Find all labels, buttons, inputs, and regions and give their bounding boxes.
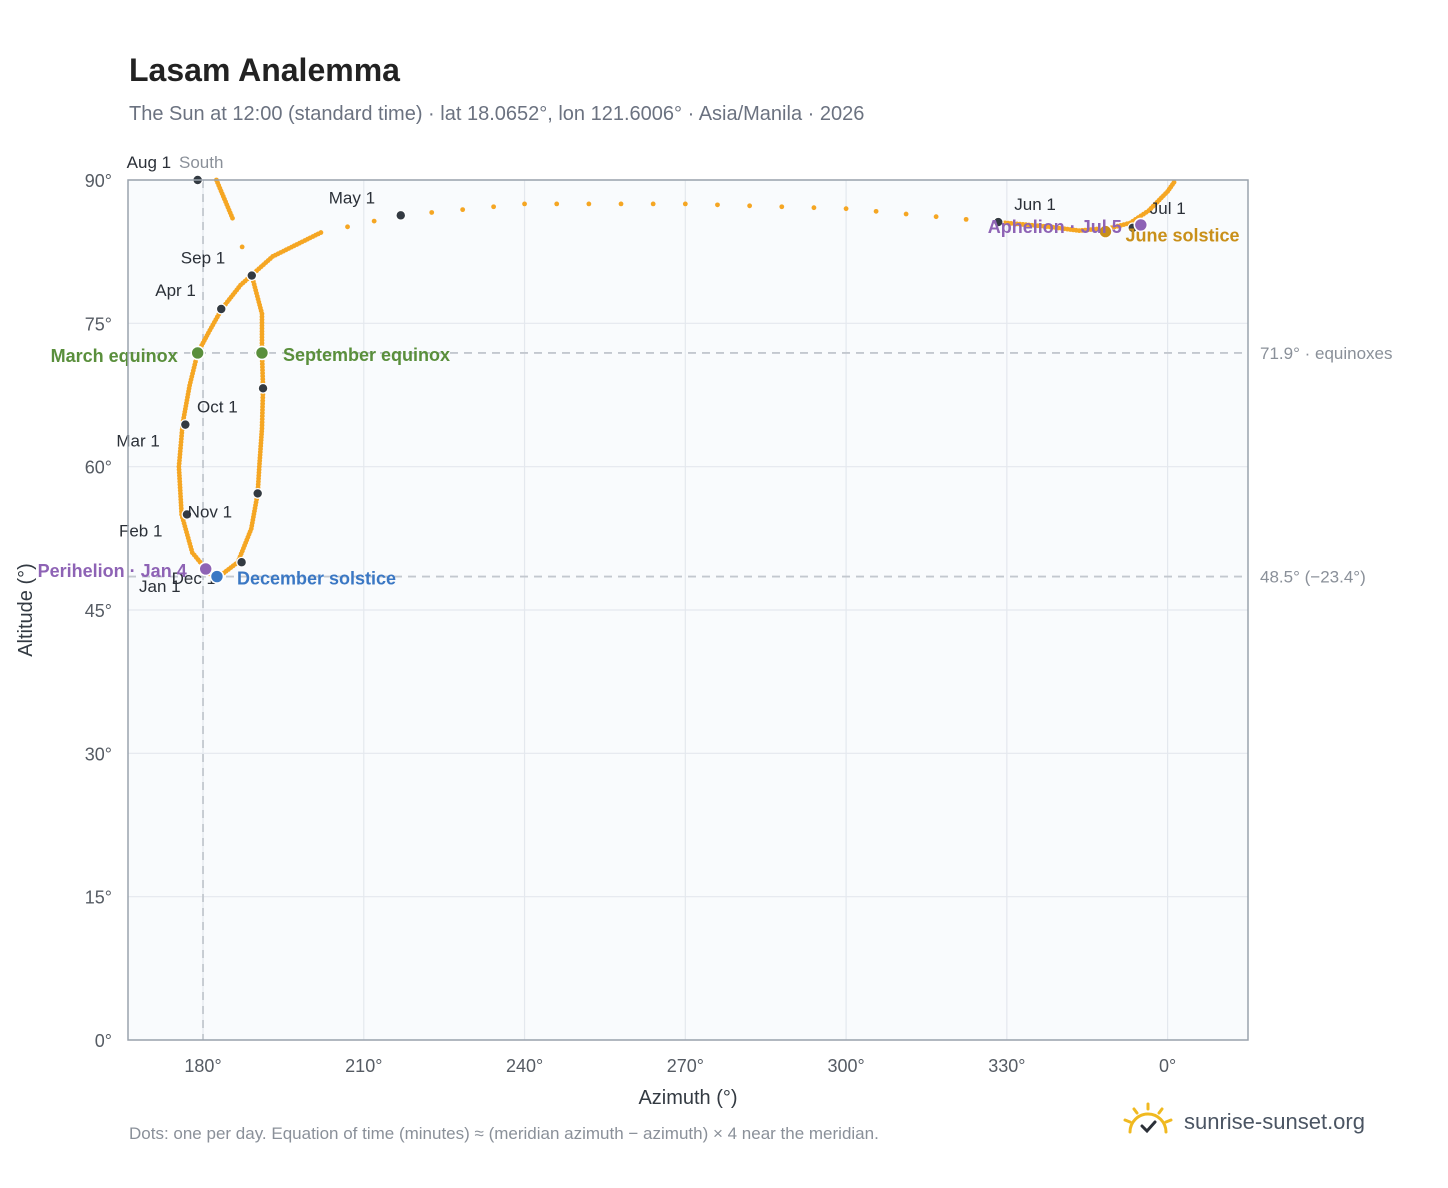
month-label: Apr 1 xyxy=(155,281,196,300)
month-marker xyxy=(246,270,258,281)
month-label: Jan 1 xyxy=(139,577,181,596)
day-dot xyxy=(618,201,624,207)
month-label: May 1 xyxy=(329,188,375,207)
x-tick-label: 180° xyxy=(184,1056,221,1076)
chart-footnote: Dots: one per day. Equation of time (min… xyxy=(129,1124,879,1143)
x-tick-label: 240° xyxy=(506,1056,543,1076)
x-tick-label: 330° xyxy=(988,1056,1025,1076)
chart-title: Lasam Analemma xyxy=(129,52,400,88)
month-marker xyxy=(252,488,264,499)
month-marker xyxy=(395,209,407,221)
plot-frame xyxy=(127,179,1249,1041)
meridian-label: South xyxy=(179,153,223,172)
event-label: Perihelion · Jan 4 xyxy=(38,561,187,581)
month-markers: Jan 1 Feb 1 Mar 1 Apr 1 May 1 Jun 1 Jul 1 Aug 1… xyxy=(116,153,1185,596)
brand-name: sunrise-sunset.org xyxy=(1184,1108,1365,1134)
x-tick-label: 0° xyxy=(1159,1056,1176,1076)
month-label: Mar 1 xyxy=(116,432,159,451)
day-dot xyxy=(650,201,656,207)
y-tick-label: 75° xyxy=(85,314,112,334)
month-marker xyxy=(181,509,193,520)
day-dot xyxy=(230,215,235,221)
day-dot xyxy=(318,230,324,235)
day-dot xyxy=(522,201,527,207)
day-dot xyxy=(715,202,720,208)
month-marker xyxy=(992,216,1004,228)
event-label: December solstice xyxy=(237,569,396,589)
month-label: Nov 1 xyxy=(188,502,232,521)
x-axis-label: Azimuth (°) xyxy=(638,1087,737,1109)
day-dot xyxy=(239,244,245,250)
event-label: September equinox xyxy=(283,345,450,365)
event-marker xyxy=(1098,224,1113,239)
event-marker xyxy=(1133,217,1149,233)
day-dot xyxy=(429,210,435,215)
day-dot xyxy=(460,207,466,213)
y-tick-label: 30° xyxy=(85,744,112,764)
day-dot xyxy=(747,203,753,209)
day-dot xyxy=(933,214,939,220)
month-label: Oct 1 xyxy=(197,397,238,416)
chart-subtitle: The Sun at 12:00 (standard time) · lat 1… xyxy=(129,103,865,125)
y-tick-label: 60° xyxy=(85,458,112,478)
day-dot xyxy=(779,204,785,210)
month-label: Jul 1 xyxy=(1150,199,1186,218)
event-markers: March equinox September equinox June solst… xyxy=(38,217,1240,589)
reference-line-label: 71.9° · equinoxes xyxy=(1260,344,1393,363)
month-label: Aug 1 xyxy=(127,153,171,172)
event-marker xyxy=(209,569,225,584)
y-axis-label: Altitude (°) xyxy=(15,563,37,657)
axis-ticks: 0° 15° 30° 45° 60° 75° 90° 180° 210° 240° 270° 300°… xyxy=(85,171,1176,1076)
x-tick-label: 210° xyxy=(345,1056,382,1076)
day-dot xyxy=(586,201,592,207)
brand[interactable]: sunrise-sunset.org xyxy=(1122,1102,1365,1141)
y-tick-label: 45° xyxy=(85,601,112,621)
day-dot xyxy=(371,218,377,224)
day-dot xyxy=(1171,179,1177,185)
event-label: Aphelion · Jul 5 xyxy=(988,217,1122,237)
day-dot xyxy=(873,208,879,214)
y-tick-label: 0° xyxy=(95,1031,112,1051)
reference-line-label: 48.5° (−23.4°) xyxy=(1260,568,1366,587)
day-dot xyxy=(843,206,849,212)
month-label: Feb 1 xyxy=(119,521,162,540)
day-dot xyxy=(345,224,350,230)
event-marker xyxy=(198,561,214,577)
month-marker xyxy=(236,556,248,568)
event-marker xyxy=(254,345,270,361)
day-dot xyxy=(491,204,497,210)
sun-logo-icon xyxy=(1122,1102,1174,1141)
reference-lines: South 71.9° · equinoxes 48.5° (−23.4°) xyxy=(128,153,1393,1040)
event-label: June solstice xyxy=(1125,226,1239,246)
month-label: Jun 1 xyxy=(1014,195,1056,214)
month-label: Sep 1 xyxy=(181,249,225,268)
x-tick-label: 270° xyxy=(667,1056,704,1076)
day-dot xyxy=(903,211,909,217)
month-marker xyxy=(179,419,191,431)
day-dot xyxy=(682,201,688,207)
event-marker xyxy=(190,345,205,361)
y-tick-label: 15° xyxy=(85,888,112,908)
month-marker xyxy=(257,382,269,394)
day-dot xyxy=(963,216,969,222)
month-marker xyxy=(215,303,227,315)
y-tick-label: 90° xyxy=(85,171,112,191)
x-tick-label: 300° xyxy=(827,1056,864,1076)
day-dot xyxy=(811,205,817,211)
day-dot xyxy=(554,201,560,207)
event-label: March equinox xyxy=(51,346,178,366)
